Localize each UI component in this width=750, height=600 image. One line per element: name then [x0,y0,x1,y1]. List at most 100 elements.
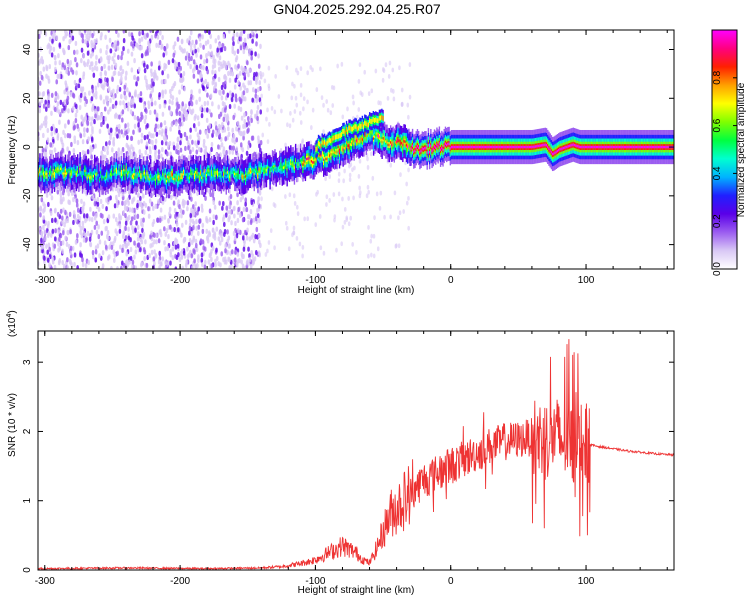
spectrogram-ridge-mark [350,142,353,145]
spectrogram-noise-mark [163,214,167,220]
spectrogram-noise-mark [134,243,138,249]
spectrogram-noise-mark [96,197,100,203]
spectrogram-noise-mark [66,58,70,65]
spectrogram-noise-mark [39,212,42,218]
spectrogram-noise-mark [347,196,350,201]
spectrogram-noise-mark [261,132,265,138]
spectrogram-noise-mark [42,201,45,207]
spectrogram-noise-mark [228,77,232,83]
spectrogram-noise-mark [43,255,46,261]
spectrogram-noise-mark [152,144,155,150]
spectrogram-noise-mark [146,32,149,38]
spectrogram-noise-mark [96,201,100,207]
spectrogram-noise-mark [76,207,80,213]
spectrogram-noise-mark [166,245,170,252]
spectrogram-ridge-mark [55,168,57,172]
spectrogram-noise-mark [142,193,145,199]
spectrogram-ridge-mark [74,170,76,174]
spectrogram-noise-mark [227,126,230,132]
spectrogram-noise-mark [250,199,254,206]
spectrogram-noise-mark [198,36,202,42]
spectrogram-noise-mark [160,140,164,146]
spectrogram-noise-mark [118,114,121,120]
spectrogram-noise-mark [189,127,192,133]
spectrogram-noise-mark [190,101,194,107]
spectrogram-noise-mark [145,141,149,147]
spectrogram-noise-mark [192,68,195,74]
spectrogram-noise-mark [232,230,236,237]
spectrogram-ridge-mark [87,174,90,177]
spectrogram-noise-mark [86,149,90,155]
spectrogram-noise-mark [127,145,130,152]
spectrogram-noise-mark [197,69,200,75]
spectrogram-noise-mark [158,250,162,256]
spectrogram-noise-mark [47,102,50,109]
spectrogram-noise-mark [80,47,84,53]
spectrogram-noise-mark [295,204,299,210]
spectrogram-noise-mark [42,224,45,231]
spectrogram-noise-mark [92,72,96,78]
spectrogram-noise-mark [74,239,78,245]
spectrogram-noise-mark [204,195,207,201]
spectrogram-noise-mark [182,209,185,215]
spectrogram-noise-mark [259,85,262,92]
spectrogram-ridge-mark [66,172,68,175]
spectrogram-ridge-mark [230,171,232,174]
spectrogram-noise-mark [407,195,410,201]
spectrogram-noise-mark [81,225,85,231]
spectrogram-ridge-mark [113,169,115,172]
spectrogram-noise-mark [231,92,235,98]
spectrogram-ridge-mark [165,179,168,183]
spectrogram-noise-mark [248,67,251,74]
spectrogram-noise-mark [72,148,76,154]
spectrogram-noise-mark [108,55,111,61]
spectrogram-noise-mark [61,248,64,254]
spectrogram-noise-mark [231,45,235,51]
spectrogram-noise-mark [381,77,385,83]
spectrogram-noise-mark [98,128,102,134]
spectrogram-noise-mark [382,68,386,74]
spectrogram-ridge-mark [305,157,308,161]
spectrogram-noise-mark [237,228,240,234]
spectrogram-noise-mark [250,50,254,56]
spectrogram-noise-mark [366,184,370,190]
spectrogram-noise-mark [40,98,44,104]
spectrogram-noise-mark [232,145,236,151]
spectrogram-noise-mark [46,89,50,95]
spectrogram-ridge-mark [134,173,136,176]
spectrogram-noise-mark [155,42,158,48]
spectrogram-noise-mark [177,61,181,68]
spectrogram-noise-mark [199,106,202,112]
spectrogram-noise-mark [159,207,163,213]
spectrogram-ridge-mark [137,173,140,176]
spectrogram-noise-mark [164,136,167,143]
spectrogram-noise-mark [121,233,125,240]
spectrogram-noise-mark [224,136,227,142]
spectrogram-noise-mark [256,213,260,219]
spectrogram-noise-mark [75,108,79,114]
spectrogram-ridge-mark [326,157,329,161]
spectrogram-noise-mark [106,145,109,151]
spectrogram-noise-mark [341,224,345,230]
spectrogram-ridge-mark [220,175,223,178]
spectrogram-noise-mark [212,214,216,220]
spectrogram-noise-mark [139,247,142,253]
spectrogram-ridge-mark [314,158,316,161]
spectrogram-noise-mark [402,209,405,214]
spectrogram-noise-mark [137,66,141,72]
spectrogram-noise-mark [78,222,82,228]
spectrogram-noise-mark [319,245,323,251]
spectrogram-noise-mark [130,135,133,141]
spectrogram-noise-mark [157,199,160,205]
spectrogram-noise-mark [43,229,47,235]
spectrogram-ridge-mark [301,161,303,164]
spectrogram-ridge-mark [109,173,112,176]
spectrogram-noise-mark [95,229,99,235]
spectrogram-noise-mark [200,203,204,209]
spectrogram-ridge-mark [303,160,305,163]
spectrogram-ridge-mark [369,132,371,135]
spectrogram-ridge-mark [180,174,182,178]
spectrogram-noise-mark [121,247,124,253]
spectrogram-noise-mark [75,198,79,204]
spectrogram-noise-mark [406,102,410,108]
